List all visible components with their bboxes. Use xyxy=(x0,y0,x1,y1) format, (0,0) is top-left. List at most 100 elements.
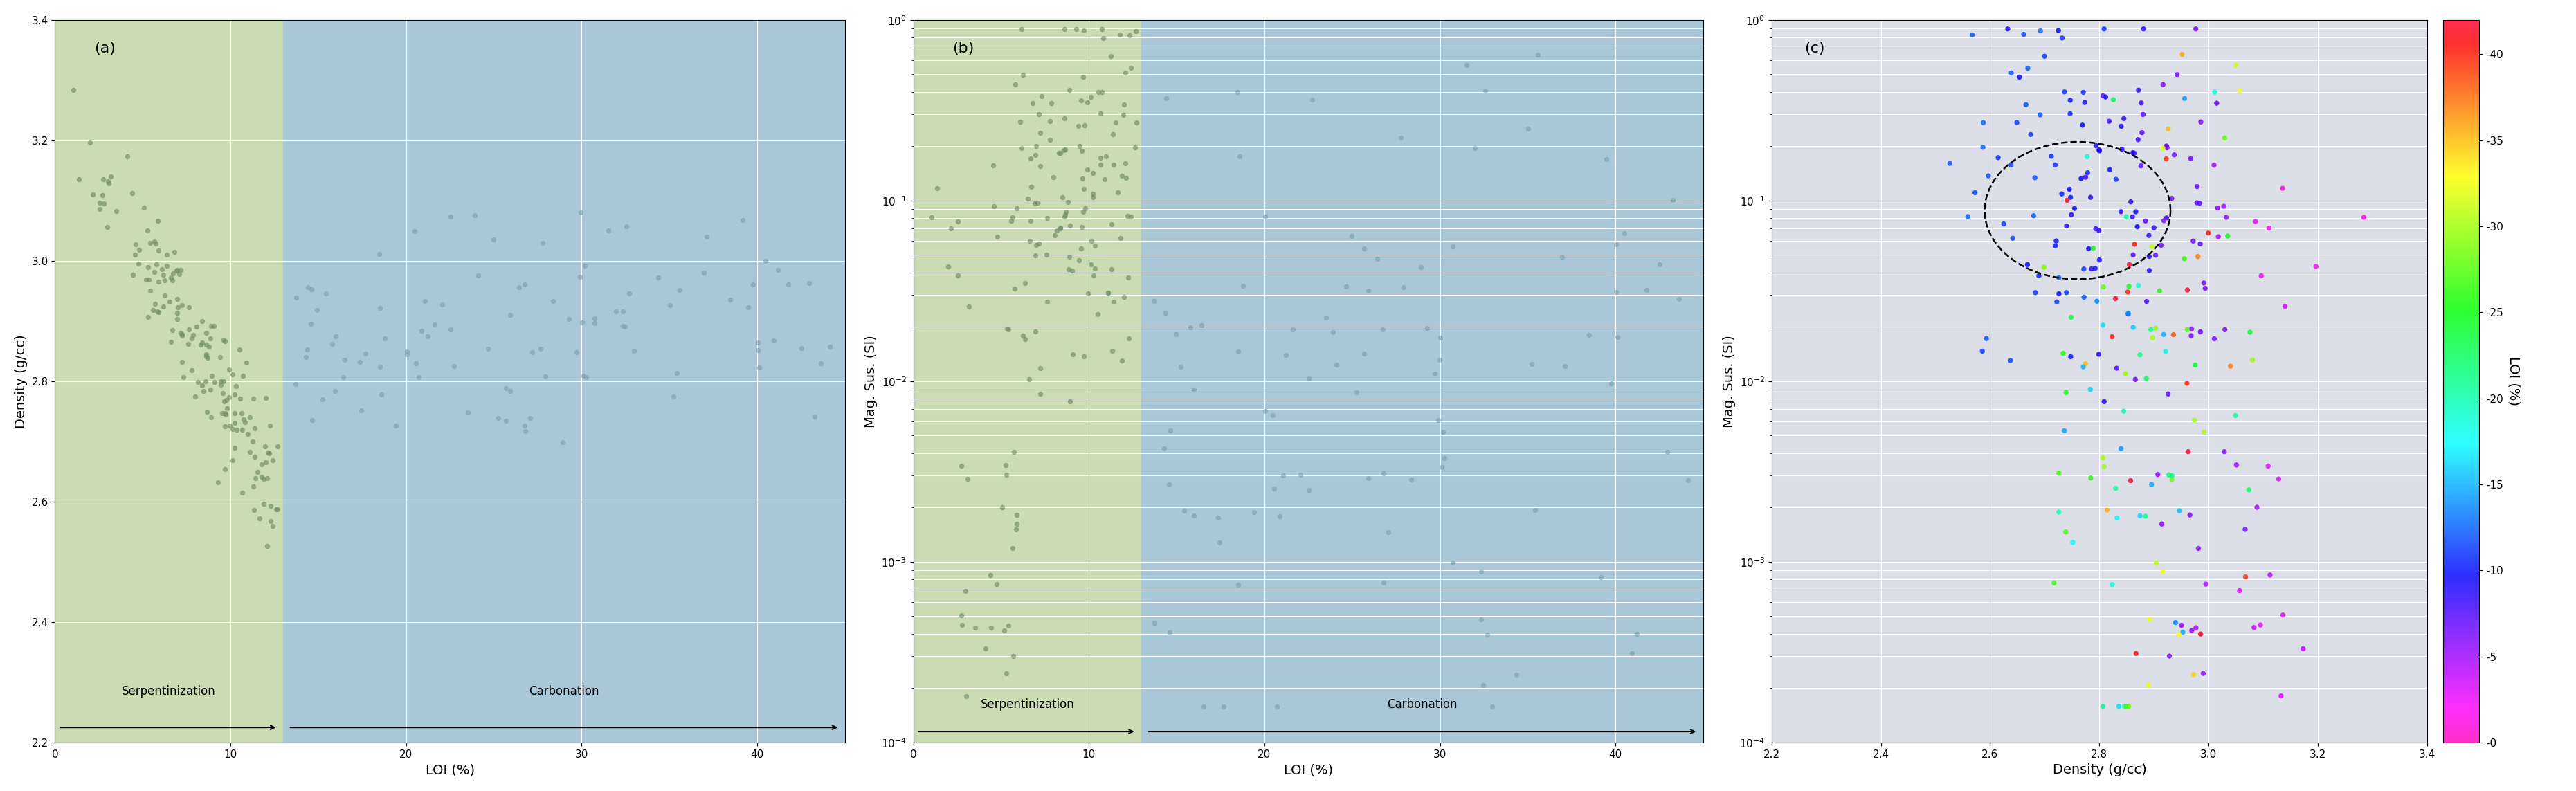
Point xyxy=(1280,468,1321,481)
Point xyxy=(204,407,245,419)
Point xyxy=(997,509,1038,521)
Point xyxy=(2195,85,2236,98)
Point xyxy=(1005,277,1046,290)
Point xyxy=(484,382,526,395)
Text: Carbonation: Carbonation xyxy=(528,685,600,698)
Point xyxy=(1461,613,1502,626)
Point xyxy=(781,342,822,354)
Point xyxy=(2012,210,2053,222)
Point xyxy=(314,330,355,343)
Point xyxy=(1963,116,2004,129)
Point xyxy=(1133,295,1175,308)
Point xyxy=(157,263,198,276)
Point xyxy=(242,498,283,510)
Point xyxy=(1425,452,1466,464)
Point xyxy=(118,244,160,256)
Point xyxy=(2156,68,2197,81)
Point xyxy=(526,370,567,383)
Point xyxy=(1252,409,1293,422)
Point xyxy=(2076,222,2117,235)
Point xyxy=(2130,479,2172,491)
Point xyxy=(2063,291,2105,304)
Point xyxy=(147,259,188,272)
Point xyxy=(2184,426,2226,438)
Point xyxy=(2141,239,2182,252)
Point xyxy=(1332,229,1373,242)
Point xyxy=(2043,347,2084,360)
Point xyxy=(2236,501,2277,513)
Point xyxy=(2143,142,2184,154)
Point xyxy=(232,392,273,405)
Point xyxy=(1347,285,1388,297)
Point xyxy=(2226,523,2267,536)
Point xyxy=(198,476,240,489)
Point xyxy=(2094,293,2136,305)
Point xyxy=(2264,300,2306,312)
Point xyxy=(113,248,155,261)
Point xyxy=(1546,360,1587,373)
Point xyxy=(945,690,987,702)
Point xyxy=(137,214,178,227)
Point xyxy=(2009,128,2050,141)
Point xyxy=(1105,172,1146,184)
Point xyxy=(1592,377,1633,390)
Text: (c): (c) xyxy=(1803,42,1824,55)
Point xyxy=(987,619,1028,632)
Point xyxy=(2053,202,2094,214)
Point xyxy=(1203,700,1244,713)
Point xyxy=(2146,345,2187,358)
Point xyxy=(1218,578,1260,591)
Point xyxy=(608,287,649,300)
Point xyxy=(1288,483,1329,496)
Point xyxy=(2208,229,2249,242)
Point xyxy=(1046,206,1087,218)
Point xyxy=(1963,141,2004,153)
Point xyxy=(2197,97,2239,109)
Point xyxy=(162,329,204,342)
Point xyxy=(1048,84,1090,97)
Point xyxy=(232,480,273,493)
Point xyxy=(2084,396,2125,408)
Point xyxy=(471,233,513,246)
Point xyxy=(1947,210,1989,223)
Point xyxy=(2202,445,2244,458)
Point xyxy=(2035,159,2076,172)
Point xyxy=(2166,324,2208,336)
Point xyxy=(1370,700,1412,713)
Point xyxy=(1432,556,1473,569)
Point xyxy=(1064,119,1105,131)
Point xyxy=(129,285,170,297)
Point xyxy=(997,517,1038,530)
Point xyxy=(1466,628,1507,641)
Point xyxy=(1020,362,1061,375)
Point xyxy=(415,318,456,331)
Point xyxy=(1002,23,1043,36)
Point xyxy=(240,512,281,524)
Point xyxy=(2117,134,2159,146)
Point xyxy=(1144,307,1185,320)
Point xyxy=(976,230,1018,243)
Point xyxy=(252,520,294,532)
Point xyxy=(994,445,1036,458)
Point xyxy=(2038,287,2079,300)
Point xyxy=(2125,295,2166,308)
Point xyxy=(2146,153,2187,165)
Point xyxy=(2045,194,2087,206)
Point xyxy=(1010,373,1051,386)
Point xyxy=(2045,220,2087,233)
Point xyxy=(1638,258,1680,271)
Point xyxy=(1015,325,1056,338)
Point xyxy=(2177,180,2218,193)
Point xyxy=(649,299,690,312)
Point xyxy=(286,343,327,356)
Point xyxy=(227,357,268,369)
Point xyxy=(1010,235,1051,248)
Point xyxy=(173,329,214,342)
Point xyxy=(2138,285,2179,297)
Point xyxy=(2184,282,2226,295)
Point xyxy=(1133,616,1175,629)
Point xyxy=(992,542,1033,554)
Point xyxy=(984,624,1025,637)
Point xyxy=(574,312,616,325)
Point xyxy=(227,428,268,441)
